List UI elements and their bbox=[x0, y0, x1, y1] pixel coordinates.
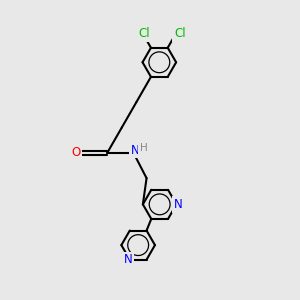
Text: H: H bbox=[140, 143, 147, 153]
Text: O: O bbox=[72, 146, 81, 159]
Text: Cl: Cl bbox=[174, 27, 186, 40]
Text: N: N bbox=[130, 144, 139, 157]
Text: N: N bbox=[174, 198, 183, 211]
Text: N: N bbox=[124, 253, 132, 266]
Text: Cl: Cl bbox=[138, 27, 150, 40]
